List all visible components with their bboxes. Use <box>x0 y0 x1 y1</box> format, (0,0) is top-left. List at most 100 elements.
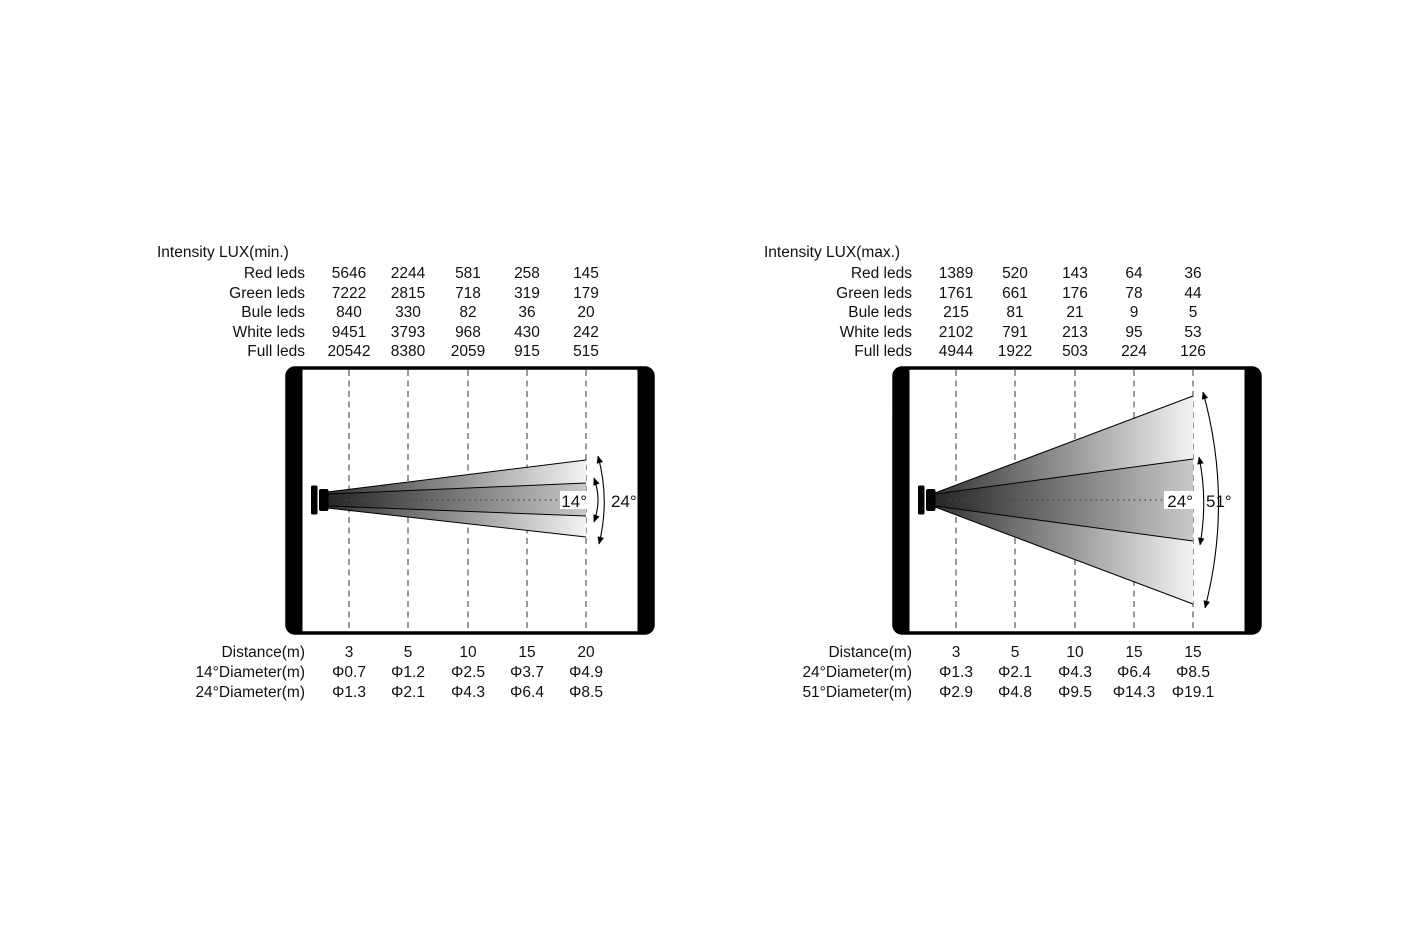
distance-value: 10 <box>459 643 477 661</box>
distance-value: 3 <box>951 643 961 661</box>
intensity-value: 915 <box>514 343 540 360</box>
distance-row: Distance(m) 3 5 10 15 20 <box>0 644 709 662</box>
wall-left <box>288 369 303 632</box>
distance-value: 10 <box>1066 643 1084 661</box>
row-label: 51°Diameter(m) <box>802 683 912 701</box>
distance-value: 3 <box>344 643 354 661</box>
row-label: Green leds <box>836 284 912 302</box>
intensity-row-blue: Bule leds 215 81 21 9 5 <box>607 304 1316 322</box>
intensity-value: 81 <box>1006 304 1024 321</box>
intensity-value: 215 <box>943 304 969 321</box>
intensity-row-white: White leds 2102 791 213 95 53 <box>607 324 1316 342</box>
figure-intensity-min: Intensity LUX(min.) Red leds 5646 2244 5… <box>0 244 709 702</box>
intensity-value: 64 <box>1125 265 1143 282</box>
diameter-value: Φ2.1 <box>998 663 1032 681</box>
intensity-value: 78 <box>1125 284 1143 302</box>
diameter-value: Φ1.2 <box>391 663 425 681</box>
intensity-value: 126 <box>1180 343 1206 360</box>
intensity-value: 145 <box>573 265 599 282</box>
distance-row: Distance(m) 3 5 10 15 15 <box>607 644 1316 662</box>
intensity-value: 82 <box>459 304 477 321</box>
intensity-row-green: Green leds 1761 661 176 78 44 <box>607 285 1316 303</box>
row-label: Red leds <box>243 265 305 282</box>
intensity-value: 9 <box>1129 304 1139 321</box>
diameter-row-outer: 24°Diameter(m) Φ1.3 Φ2.1 Φ4.3 Φ6.4 Φ8.5 <box>0 684 709 702</box>
distance-value: 15 <box>518 643 536 661</box>
row-label: Bule leds <box>848 304 912 321</box>
intensity-value: 95 <box>1125 323 1143 341</box>
inner-angle-label: 24° <box>1167 492 1193 511</box>
intensity-value: 1389 <box>938 265 974 282</box>
diameter-value: Φ4.3 <box>451 683 485 701</box>
intensity-value: 179 <box>573 284 599 302</box>
diameter-row-inner: 24°Diameter(m) Φ1.3 Φ2.1 Φ4.3 Φ6.4 Φ8.5 <box>607 664 1316 682</box>
light-fixture-icon <box>311 485 329 515</box>
outer-angle-label: 51° <box>1206 492 1232 511</box>
intensity-value: 840 <box>336 304 362 321</box>
intensity-row-full: Full leds 20542 8380 2059 915 515 <box>0 343 709 361</box>
intensity-value: 2244 <box>390 265 426 282</box>
diameter-value: Φ19.1 <box>1171 683 1215 701</box>
intensity-value: 36 <box>518 304 536 321</box>
intensity-value: 2102 <box>938 323 974 341</box>
intensity-value: 2059 <box>450 343 486 360</box>
intensity-value: 661 <box>1002 284 1028 302</box>
diameter-row-outer: 51°Diameter(m) Φ2.9 Φ4.8 Φ9.5 Φ14.3 Φ19.… <box>607 684 1316 702</box>
intensity-title: Intensity LUX(max.) <box>764 244 901 261</box>
row-label: 24°Diameter(m) <box>195 683 305 701</box>
row-label: 14°Diameter(m) <box>195 663 305 681</box>
row-label: Full leds <box>247 343 305 360</box>
diameter-value: Φ0.7 <box>332 663 366 681</box>
row-label: 24°Diameter(m) <box>802 663 912 681</box>
intensity-value: 176 <box>1062 284 1088 302</box>
intensity-value: 5 <box>1188 304 1198 321</box>
row-label: Red leds <box>850 265 912 282</box>
diameter-value: Φ9.5 <box>1058 683 1092 701</box>
diameter-value: Φ4.8 <box>998 683 1032 701</box>
figure-intensity-max: Intensity LUX(max.) Red leds 1389 520 14… <box>607 0 1316 946</box>
diameter-value: Φ8.5 <box>569 683 603 701</box>
intensity-value: 20 <box>577 304 595 321</box>
intensity-value: 53 <box>1184 323 1202 341</box>
wall-left <box>895 369 910 632</box>
diameter-value: Φ3.7 <box>510 663 544 681</box>
intensity-value: 44 <box>1184 284 1202 302</box>
outer-angle-arc <box>1201 391 1220 609</box>
intensity-value: 1922 <box>997 343 1033 360</box>
angle-label-bg <box>1164 491 1194 509</box>
row-label: Distance(m) <box>828 643 912 661</box>
intensity-value: 515 <box>573 343 599 360</box>
intensity-value: 143 <box>1062 265 1088 282</box>
diameter-value: Φ2.9 <box>939 683 973 701</box>
intensity-value: 7222 <box>331 284 367 302</box>
distance-value: 5 <box>1010 643 1020 661</box>
diameter-value: Φ1.3 <box>332 683 366 701</box>
wall-right <box>1244 369 1259 632</box>
intensity-value: 1761 <box>938 284 974 302</box>
intensity-row-red: Red leds 1389 520 143 64 36 <box>607 265 1316 283</box>
intensity-value: 213 <box>1062 323 1088 341</box>
intensity-row-blue: Bule leds 840 330 82 36 20 <box>0 304 709 322</box>
row-label: White leds <box>232 323 305 341</box>
intensity-row-green: Green leds 7222 2815 718 319 179 <box>0 285 709 303</box>
light-fixture-icon <box>918 485 936 515</box>
diameter-value: Φ2.5 <box>451 663 485 681</box>
angle-label-bg <box>560 491 588 509</box>
diameter-value: Φ14.3 <box>1112 683 1156 701</box>
intensity-value: 520 <box>1002 265 1028 282</box>
intensity-value: 718 <box>455 284 481 302</box>
row-label: Full leds <box>854 343 912 360</box>
intensity-value: 2815 <box>390 284 426 302</box>
beam-diagram-max: 24° 51° <box>892 366 1262 635</box>
diameter-value: Φ6.4 <box>1117 663 1151 681</box>
intensity-value: 3793 <box>390 323 426 341</box>
diameter-value: Φ1.3 <box>939 663 973 681</box>
intensity-value: 581 <box>455 265 481 282</box>
inner-angle-label: 14° <box>561 492 587 511</box>
intensity-value: 20542 <box>327 343 371 360</box>
intensity-value: 503 <box>1062 343 1088 360</box>
intensity-row-red: Red leds 5646 2244 581 258 145 <box>0 265 709 283</box>
distance-value: 15 <box>1125 643 1143 661</box>
distance-value: 15 <box>1184 643 1202 661</box>
